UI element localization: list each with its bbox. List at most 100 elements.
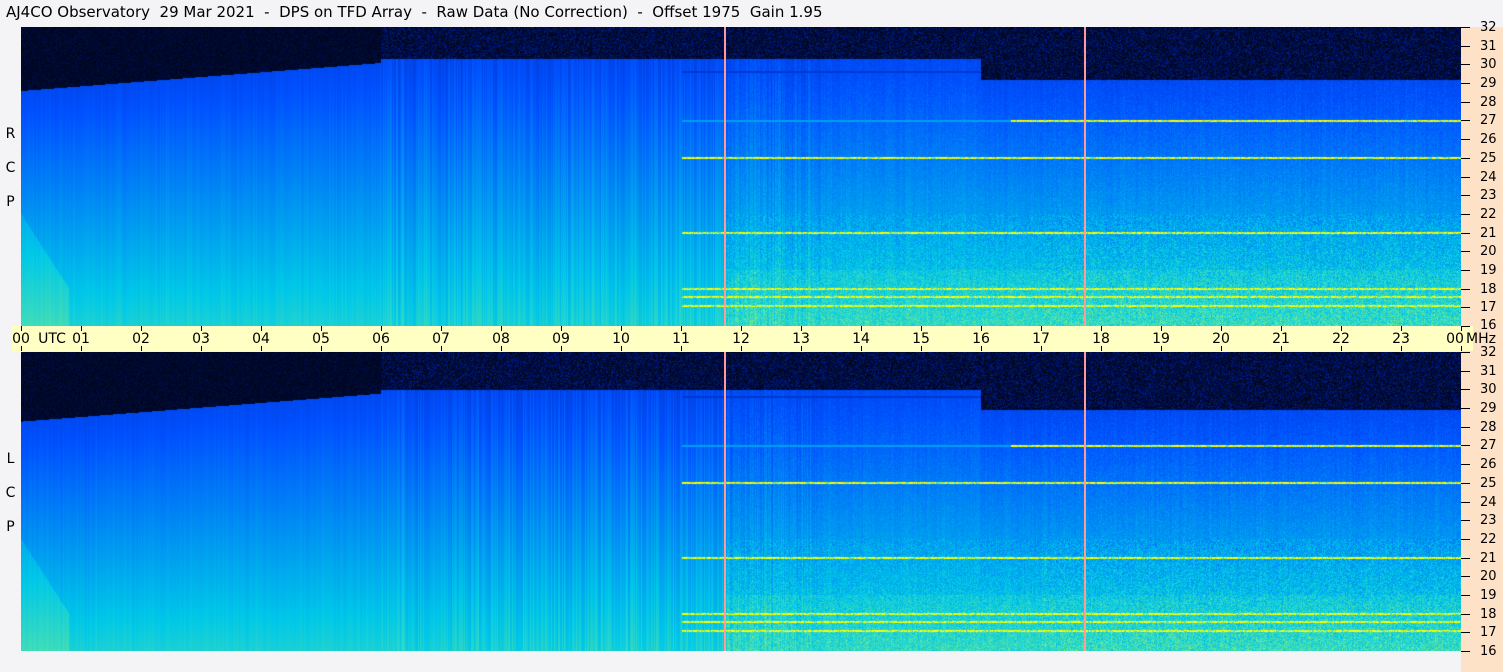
time-tick-label: 12 <box>732 331 750 347</box>
time-tick-label: 07 <box>432 331 450 347</box>
frequency-tick <box>1461 501 1470 503</box>
time-tick <box>921 346 922 351</box>
time-tick <box>81 326 82 331</box>
time-tick <box>261 326 262 331</box>
time-tick <box>741 326 742 331</box>
lcp-spectrogram <box>21 352 1461 651</box>
time-tick-label: 17 <box>1032 331 1050 347</box>
time-tick <box>381 326 382 331</box>
frequency-tick <box>1461 288 1470 290</box>
time-tick <box>501 326 502 331</box>
time-tick <box>681 346 682 351</box>
frequency-tick <box>1461 326 1470 327</box>
frequency-tick <box>1461 251 1470 253</box>
frequency-tick <box>1461 213 1470 215</box>
time-unit-label: UTC <box>38 331 66 347</box>
frequency-tick-label: 27 <box>1480 438 1497 454</box>
frequency-tick-label: 31 <box>1480 363 1497 379</box>
time-tick <box>141 326 142 331</box>
chart-title: AJ4CO Observatory 29 Mar 2021 - DPS on T… <box>6 3 823 21</box>
frequency-tick-label: 29 <box>1480 76 1497 92</box>
marker-line <box>1083 352 1086 651</box>
frequency-tick-label: 28 <box>1480 419 1497 435</box>
frequency-tick <box>1461 307 1470 309</box>
frequency-tick-label: 27 <box>1480 113 1497 129</box>
marker-line <box>723 27 726 326</box>
time-tick <box>1461 346 1462 351</box>
time-tick-label: 00 <box>12 331 30 347</box>
time-tick <box>1401 326 1402 331</box>
time-axis-strip <box>12 326 1473 351</box>
frequency-tick-label: 20 <box>1480 569 1497 585</box>
time-tick-label: 00 <box>1446 331 1464 347</box>
time-tick <box>1341 326 1342 331</box>
time-tick-label: 01 <box>72 331 90 347</box>
frequency-tick-label: 19 <box>1480 587 1497 603</box>
frequency-tick <box>1461 232 1470 234</box>
frequency-tick <box>1461 27 1470 28</box>
frequency-tick <box>1461 269 1470 271</box>
time-tick-label: 14 <box>852 331 870 347</box>
time-tick <box>1281 326 1282 331</box>
marker-line <box>723 352 726 651</box>
time-tick-label: 15 <box>912 331 930 347</box>
frequency-tick <box>1461 195 1470 197</box>
time-tick <box>741 346 742 351</box>
time-tick <box>21 346 22 351</box>
time-tick <box>561 326 562 331</box>
time-tick <box>1101 326 1102 331</box>
frequency-tick-label: 29 <box>1480 401 1497 417</box>
frequency-tick-label: 17 <box>1480 625 1497 641</box>
frequency-tick <box>1461 157 1470 159</box>
frequency-tick <box>1461 352 1470 353</box>
time-tick <box>1101 346 1102 351</box>
time-tick <box>1041 326 1042 331</box>
frequency-tick <box>1461 576 1470 578</box>
time-tick-label: 20 <box>1212 331 1230 347</box>
frequency-tick-label: 18 <box>1480 281 1497 297</box>
time-tick-label: 06 <box>372 331 390 347</box>
time-tick <box>141 346 142 351</box>
time-tick <box>261 346 262 351</box>
frequency-tick-label: 26 <box>1480 457 1497 473</box>
frequency-tick-label: 23 <box>1480 513 1497 529</box>
time-tick <box>621 346 622 351</box>
frequency-tick-label: 21 <box>1480 225 1497 241</box>
time-tick-label: 11 <box>672 331 690 347</box>
time-tick <box>501 346 502 351</box>
frequency-tick <box>1461 632 1470 634</box>
frequency-tick <box>1461 482 1470 484</box>
time-tick-label: 09 <box>552 331 570 347</box>
frequency-tick <box>1461 651 1470 652</box>
frequency-tick-label: 26 <box>1480 132 1497 148</box>
frequency-tick <box>1461 389 1470 391</box>
frequency-tick-label: 20 <box>1480 244 1497 260</box>
frequency-tick <box>1461 45 1470 47</box>
time-tick-label: 03 <box>192 331 210 347</box>
frequency-tick-label: 18 <box>1480 606 1497 622</box>
frequency-tick <box>1461 538 1470 540</box>
time-tick <box>1161 346 1162 351</box>
time-tick <box>201 346 202 351</box>
time-tick-label: 02 <box>132 331 150 347</box>
frequency-tick-label: 25 <box>1480 150 1497 166</box>
rcp-panel-label: RCP <box>5 126 16 210</box>
lcp-panel <box>21 352 1461 651</box>
time-tick <box>321 346 322 351</box>
time-tick-label: 13 <box>792 331 810 347</box>
time-tick <box>1401 346 1402 351</box>
time-tick <box>381 346 382 351</box>
time-tick <box>201 326 202 331</box>
time-tick <box>561 346 562 351</box>
time-tick <box>1341 346 1342 351</box>
frequency-tick-label: 32 <box>1480 345 1497 360</box>
frequency-tick <box>1461 557 1470 559</box>
time-tick <box>621 326 622 331</box>
frequency-tick-label: 16 <box>1480 318 1497 333</box>
lcp-panel-label: LCP <box>5 451 16 535</box>
frequency-tick-label: 17 <box>1480 300 1497 316</box>
frequency-tick <box>1461 370 1470 372</box>
time-tick <box>1221 346 1222 351</box>
frequency-tick <box>1461 139 1470 141</box>
time-tick <box>981 346 982 351</box>
